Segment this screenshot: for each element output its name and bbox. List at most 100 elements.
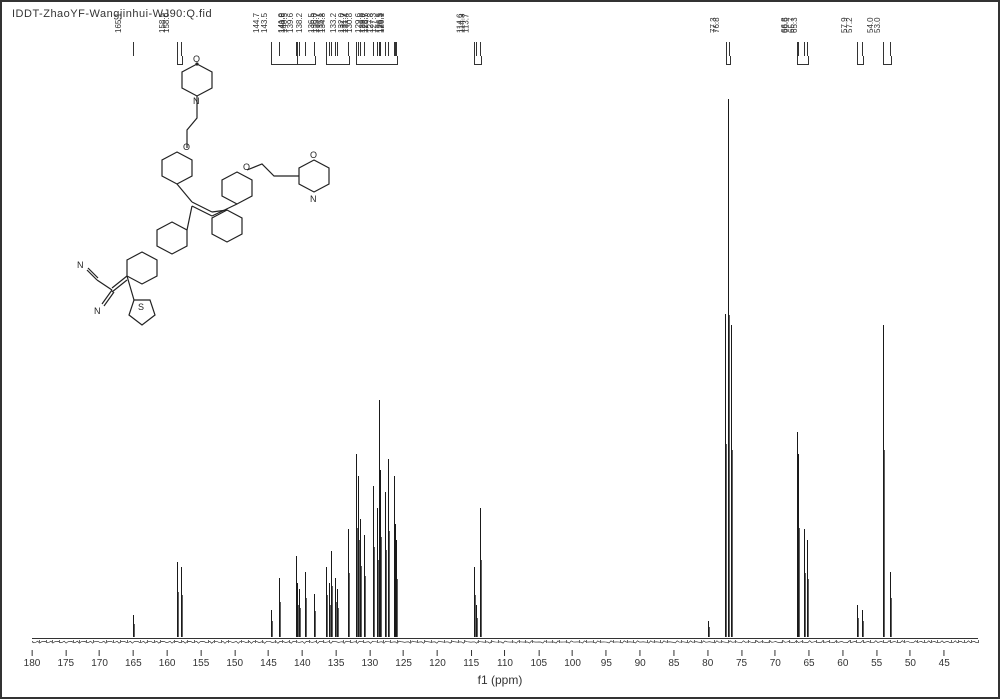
- minor-tick: [431, 640, 432, 643]
- svg-text:N: N: [94, 306, 101, 316]
- tick-80: 80: [702, 650, 713, 669]
- minor-tick: [255, 640, 256, 643]
- minor-tick: [519, 640, 520, 643]
- minor-tick: [154, 640, 155, 643]
- svg-text:O: O: [310, 150, 317, 160]
- svg-text:O: O: [243, 162, 250, 172]
- peak-shoulder: [365, 576, 366, 637]
- peak-shoulder: [338, 608, 339, 637]
- peak-shoulder: [732, 450, 733, 637]
- peak-shoulder: [891, 598, 892, 637]
- minor-tick: [978, 640, 979, 643]
- minor-tick: [769, 640, 770, 643]
- minor-tick: [417, 640, 418, 643]
- minor-tick: [241, 640, 242, 643]
- minor-tick: [904, 640, 905, 643]
- tick-175: 175: [57, 650, 74, 669]
- tick-130: 130: [362, 650, 379, 669]
- minor-tick: [282, 640, 283, 643]
- tick-145: 145: [260, 650, 277, 669]
- minor-tick: [694, 640, 695, 643]
- minor-tick: [390, 640, 391, 643]
- minor-tick: [660, 640, 661, 643]
- minor-tick: [748, 640, 749, 643]
- tick-165: 165: [125, 650, 142, 669]
- minor-tick: [478, 640, 479, 643]
- tick-75: 75: [736, 650, 747, 669]
- minor-tick: [397, 640, 398, 643]
- tick-90: 90: [635, 650, 646, 669]
- peak-shoulder: [884, 450, 885, 637]
- minor-tick: [762, 640, 763, 643]
- peak-shoulder: [327, 595, 328, 637]
- minor-tick: [46, 640, 47, 643]
- minor-tick: [160, 640, 161, 643]
- minor-tick: [735, 640, 736, 643]
- minor-tick: [221, 640, 222, 643]
- minor-tick: [181, 640, 182, 643]
- tick-85: 85: [668, 650, 679, 669]
- tick-110: 110: [497, 650, 513, 669]
- peak-shoulder: [477, 618, 478, 637]
- minor-tick: [52, 640, 53, 643]
- minor-tick: [937, 640, 938, 643]
- tick-150: 150: [226, 650, 243, 669]
- minor-tick: [971, 640, 972, 643]
- peak-shoulder: [389, 531, 390, 637]
- peak-shoulder: [858, 618, 859, 637]
- minor-tick: [728, 640, 729, 643]
- nmr-figure: IDDT-ZhaoYF-Wangjinhui-WJ90:Q.fid 165.11…: [0, 0, 1000, 699]
- minor-tick: [863, 640, 864, 643]
- minor-tick: [559, 640, 560, 643]
- peak-shoulder: [361, 566, 362, 637]
- minor-tick: [86, 640, 87, 643]
- tick-155: 155: [193, 650, 210, 669]
- minor-tick: [958, 640, 959, 643]
- minor-tick: [620, 640, 621, 643]
- minor-tick: [687, 640, 688, 643]
- minor-tick: [39, 640, 40, 643]
- minor-tick: [356, 640, 357, 643]
- minor-tick: [248, 640, 249, 643]
- minor-tick: [755, 640, 756, 643]
- minor-tick: [714, 640, 715, 643]
- tick-60: 60: [837, 650, 848, 669]
- minor-tick: [498, 640, 499, 643]
- svg-text:S: S: [138, 302, 144, 312]
- minor-tick: [600, 640, 601, 643]
- minor-tick: [174, 640, 175, 643]
- minor-tick: [424, 640, 425, 643]
- minor-tick: [823, 640, 824, 643]
- svg-text:N: N: [193, 96, 200, 106]
- minor-tick: [93, 640, 94, 643]
- minor-tick: [458, 640, 459, 643]
- peak-shoulder: [481, 560, 482, 637]
- minor-tick: [566, 640, 567, 643]
- svg-text:N: N: [310, 194, 317, 204]
- peak-shoulder: [349, 573, 350, 637]
- peak-label-126.1: 126.1: [377, 13, 386, 33]
- peak-shoulder: [808, 579, 809, 637]
- minor-tick: [829, 640, 830, 643]
- peak-shoulder: [863, 621, 864, 637]
- minor-tick: [883, 640, 884, 643]
- tick-100: 100: [564, 650, 581, 669]
- minor-tick: [856, 640, 857, 643]
- minor-tick: [187, 640, 188, 643]
- minor-tick: [552, 640, 553, 643]
- minor-tick: [383, 640, 384, 643]
- minor-tick: [491, 640, 492, 643]
- minor-tick: [316, 640, 317, 643]
- peak-label-53.0: 53.0: [873, 17, 882, 33]
- minor-tick: [127, 640, 128, 643]
- peak-label-76.8: 76.8: [713, 17, 722, 33]
- minor-tick: [377, 640, 378, 643]
- minor-tick: [917, 640, 918, 643]
- x-axis-label: f1 (ppm): [2, 673, 998, 687]
- tick-105: 105: [530, 650, 547, 669]
- tick-135: 135: [328, 650, 345, 669]
- peak-shoulder: [178, 592, 179, 637]
- peak-label-134.8: 134.8: [318, 13, 327, 33]
- minor-tick: [120, 640, 121, 643]
- minor-tick: [59, 640, 60, 643]
